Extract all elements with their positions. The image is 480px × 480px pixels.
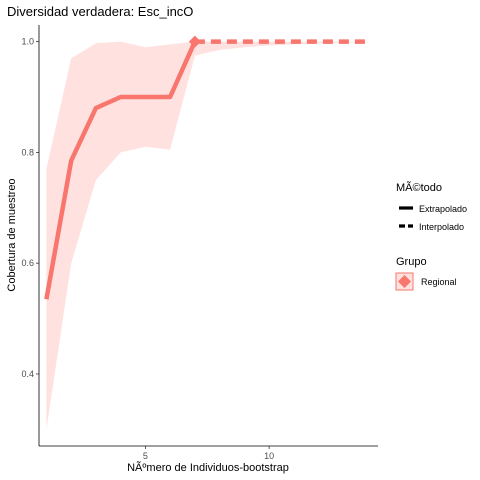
x-tick-label: 10: [264, 451, 274, 461]
legend-group-title: Grupo: [396, 256, 427, 268]
y-tick-label: 0.6: [21, 258, 34, 268]
y-tick-label: 0.4: [21, 369, 34, 379]
x-axis-title: NÃºmero de Individuos-bootstrap: [127, 461, 289, 474]
y-axis-title: Cobertura de muestreo: [6, 178, 18, 291]
confidence-band-0: [46, 41, 369, 430]
y-ticks: 0.4 0.6 0.8 1.0: [21, 37, 39, 379]
y-tick-label: 0.8: [21, 147, 34, 157]
legend-method-label-1: Interpolado: [419, 222, 464, 232]
x-tick-label: 5: [143, 451, 148, 461]
legend-method-title: MÃ©todo: [396, 181, 442, 194]
legend-group-key-diamond: [398, 275, 411, 288]
legend: MÃ©todo Extrapolado Interpolado Grupo Re…: [395, 181, 467, 291]
y-tick-label: 1.0: [21, 37, 34, 47]
series-line-solid-0: [44, 40, 197, 300]
observed-point-0: [188, 35, 201, 48]
plot-area: [44, 35, 369, 430]
legend-method-label-0: Extrapolado: [419, 204, 467, 214]
x-ticks: 5 10: [143, 446, 274, 461]
legend-group-label-0: Regional: [421, 277, 457, 287]
chart-title: Diversidad verdadera: Esc_incO: [7, 4, 193, 19]
